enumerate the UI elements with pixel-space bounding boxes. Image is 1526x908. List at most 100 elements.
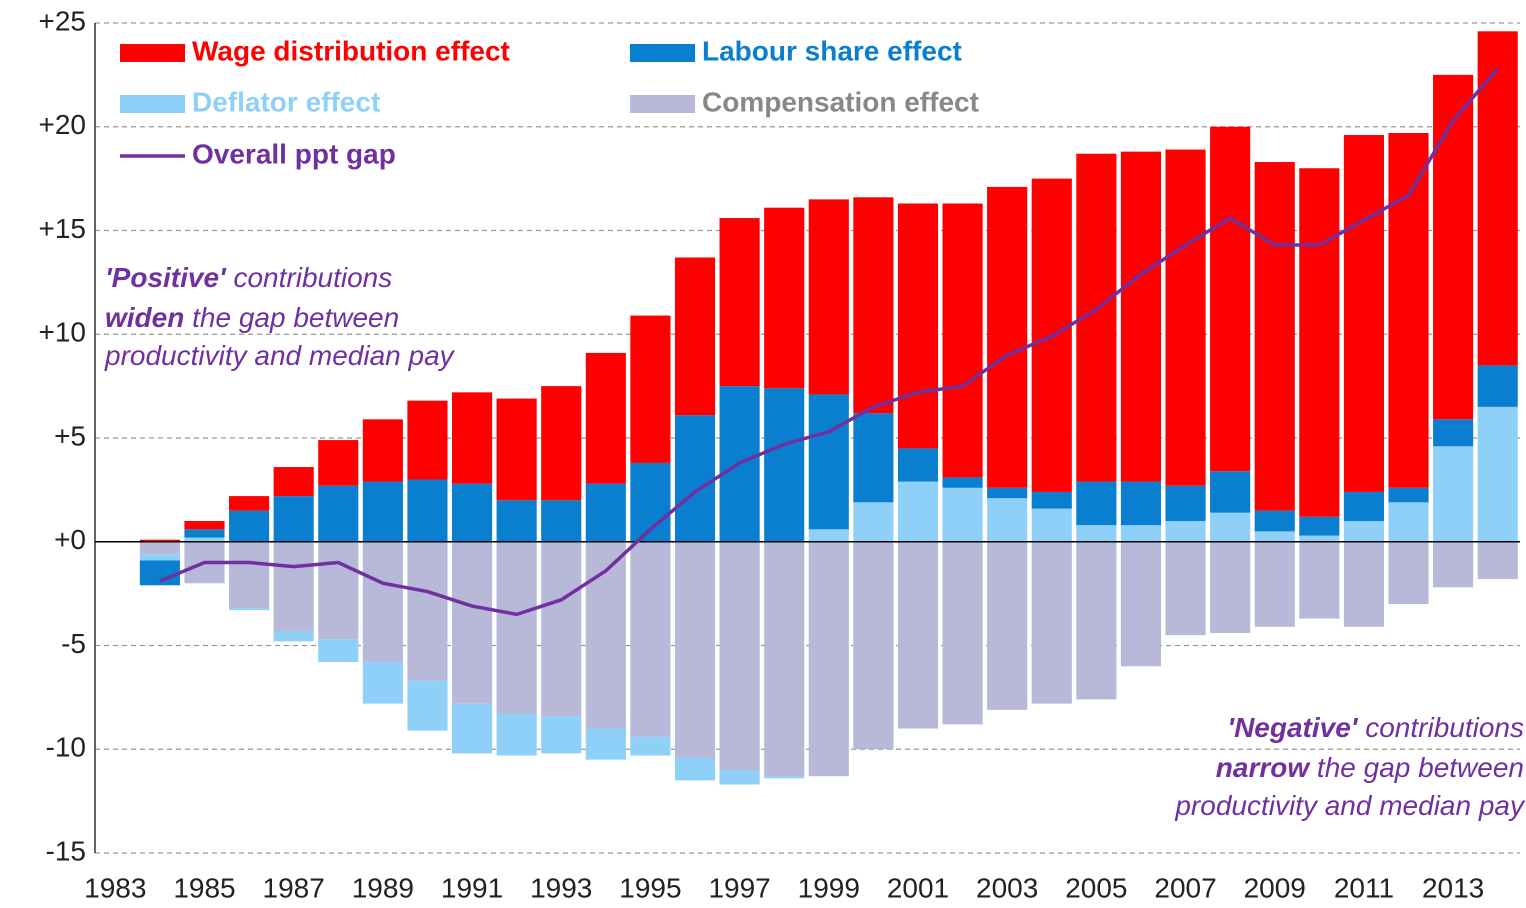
legend-swatch (120, 95, 185, 113)
bar (1433, 446, 1474, 542)
bar (451, 703, 493, 754)
bar (451, 392, 493, 484)
x-tick-label: 2011 (1334, 872, 1394, 903)
bar (273, 496, 314, 542)
bar (362, 419, 403, 482)
bar (987, 498, 1028, 542)
bar (674, 257, 716, 416)
bar (1388, 487, 1429, 503)
bar (1254, 162, 1295, 511)
bar (808, 541, 849, 777)
bar (451, 541, 493, 704)
bar (1299, 535, 1340, 542)
bar (139, 554, 180, 561)
annotation-bold: 'Positive' (105, 262, 227, 293)
bar (229, 541, 270, 609)
bar (764, 776, 805, 779)
bar (585, 352, 626, 484)
bar (1120, 525, 1162, 542)
bar (1299, 516, 1340, 536)
y-tick-label: -5 (61, 628, 86, 659)
bar (897, 541, 939, 729)
bar (1388, 502, 1429, 542)
bar (407, 680, 448, 731)
bar (1254, 541, 1295, 627)
x-tick-label: 2013 (1422, 872, 1484, 903)
x-tick-label: 2005 (1065, 872, 1127, 903)
bar (407, 541, 448, 681)
bar (1031, 541, 1072, 704)
bar (362, 662, 403, 704)
y-tick-label: -15 (46, 835, 86, 866)
bar (139, 560, 180, 586)
y-tick-label: +20 (39, 109, 87, 140)
x-tick-label: 1983 (84, 872, 146, 903)
bar (942, 487, 983, 542)
bar (1031, 508, 1072, 542)
bar (184, 537, 225, 542)
legend-label: Compensation effect (702, 86, 979, 117)
bar (808, 394, 849, 530)
bar (1433, 419, 1474, 447)
x-tick-label: 1995 (619, 872, 681, 903)
bar (184, 521, 225, 530)
y-tick-label: +10 (39, 317, 87, 348)
annotation-text: the gap between (184, 302, 399, 333)
y-tick-label: +5 (54, 420, 86, 451)
y-tick-label: -10 (46, 732, 86, 763)
x-tick-label: 1993 (530, 872, 592, 903)
bar (764, 541, 805, 777)
bar (1254, 531, 1295, 542)
bar (273, 630, 314, 642)
bar (1477, 406, 1518, 542)
annotation: productivity and median pay (1174, 790, 1526, 821)
x-tick-label: 2001 (887, 872, 949, 903)
bar (1165, 541, 1206, 636)
x-tick-label: 2003 (976, 872, 1038, 903)
bar (1031, 491, 1072, 509)
bar (318, 541, 359, 640)
x-tick-label: 1987 (263, 872, 325, 903)
bar (1120, 151, 1162, 482)
bar (764, 207, 805, 389)
x-tick-label: 2007 (1154, 872, 1216, 903)
annotation-text: productivity and median pay (1174, 790, 1526, 821)
bar (273, 467, 314, 497)
bar (987, 186, 1028, 488)
bar (674, 415, 716, 542)
x-tick-label: 2009 (1244, 872, 1306, 903)
bar (496, 541, 537, 714)
bar (541, 716, 582, 754)
bar (1343, 541, 1384, 627)
x-tick-label: 1991 (441, 872, 503, 903)
annotation-text: contributions (226, 262, 393, 293)
bar (184, 529, 225, 538)
legend-swatch (630, 95, 695, 113)
bar (407, 400, 448, 480)
y-tick-label: +25 (39, 5, 87, 36)
bar (496, 713, 537, 756)
bar (229, 608, 270, 611)
line (159, 67, 1500, 617)
bar (719, 218, 760, 387)
bar (630, 736, 671, 756)
annotation-text: productivity and median pay (104, 340, 456, 371)
annotation-text: the gap between (1309, 752, 1524, 783)
bar (987, 541, 1028, 710)
annotation-bold: widen (105, 302, 184, 333)
annotation: productivity and median pay (104, 340, 456, 371)
bar (541, 386, 582, 501)
annotation: 'Positive' contributions (105, 262, 392, 293)
bar (1477, 31, 1518, 366)
bar (496, 398, 537, 501)
annotation: narrow the gap between (1216, 752, 1524, 783)
legend-label: Deflator effect (192, 86, 380, 117)
legend-label: Overall ppt gap (192, 138, 396, 169)
bar (1210, 512, 1251, 542)
bar (139, 539, 180, 542)
legend-swatch (120, 44, 185, 62)
bar (1165, 149, 1206, 486)
bar (1299, 541, 1340, 619)
bar (808, 199, 849, 395)
